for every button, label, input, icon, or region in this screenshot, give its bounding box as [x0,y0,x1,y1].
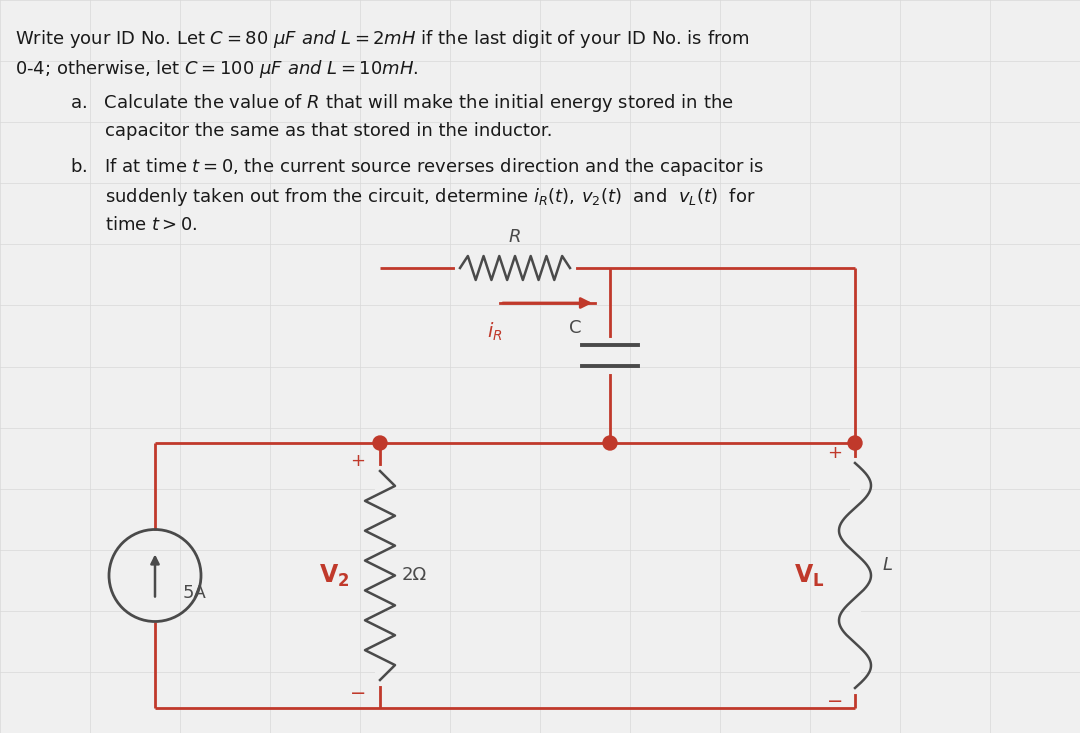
Circle shape [848,436,862,450]
Text: time $t$$>$$0$.: time $t$$>$$0$. [105,216,198,234]
Text: 5A: 5A [183,584,207,603]
Text: Write your ID No. Let $C = 80\ \mathit{\mu F}\ \mathit{and}\ L = \mathit{2mH}$ i: Write your ID No. Let $C = 80\ \mathit{\… [15,28,750,50]
Text: capacitor the same as that stored in the inductor.: capacitor the same as that stored in the… [105,122,553,140]
Text: suddenly taken out from the circuit, determine $i_R(t),\,v_2(t)$  and  $v_L(t)$ : suddenly taken out from the circuit, det… [105,186,756,208]
Text: $i_R$: $i_R$ [487,321,503,343]
Text: a.   Calculate the value of $R$ that will make the initial energy stored in the: a. Calculate the value of $R$ that will … [70,92,733,114]
Circle shape [373,436,387,450]
Text: $\mathbf{V_L}$: $\mathbf{V_L}$ [795,562,825,589]
Text: R: R [509,228,522,246]
Text: +: + [351,452,365,470]
Text: C: C [569,320,581,337]
Text: b.   If at time $t$$=$$0$, the current source reverses direction and the capacit: b. If at time $t$$=$$0$, the current sou… [70,156,765,178]
Text: 2Ω: 2Ω [402,567,427,584]
Text: 0-4; otherwise, let $C = 100\ \mathit{\mu F}\ \mathit{and}\ L = \mathit{10mH}.$: 0-4; otherwise, let $C = 100\ \mathit{\m… [15,58,419,80]
Text: −: − [350,685,366,704]
Text: $\mathbf{V_2}$: $\mathbf{V_2}$ [320,562,350,589]
Circle shape [603,436,617,450]
Text: −: − [827,693,843,712]
Text: +: + [827,444,842,462]
Text: L: L [883,556,893,575]
